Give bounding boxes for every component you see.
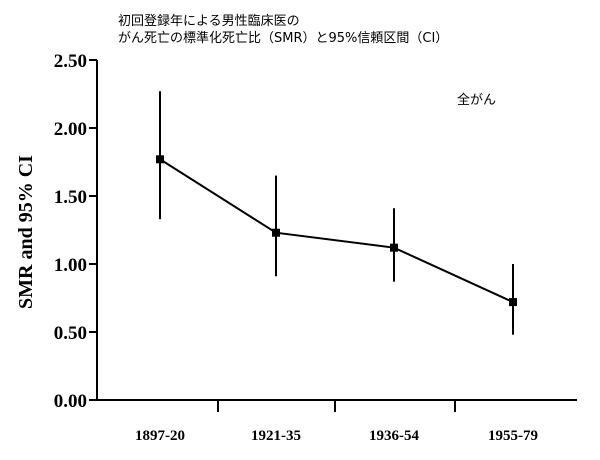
- smr-point: [509, 298, 517, 307]
- chart-title: 初回登録年による男性臨床医の がん死亡の標準化死亡比（SMR）と95%信頼区間（…: [118, 14, 448, 46]
- y-tick-label: 1.00: [54, 255, 87, 276]
- x-category-label: 1936-54: [369, 428, 419, 444]
- x-category-label: 1955-79: [488, 428, 538, 444]
- smr-point: [390, 243, 398, 252]
- y-axis-ticks: 0.00 0.50 1.00 1.50 2.00 2.50: [54, 51, 97, 412]
- y-axis-title: SMR and 95% CI: [15, 155, 37, 309]
- x-category-label: 1921-35: [251, 428, 301, 444]
- chart-title-line-1: 初回登録年による男性臨床医の: [118, 14, 300, 29]
- y-tick-label: 2.50: [54, 51, 87, 72]
- y-tick-label: 0.00: [54, 391, 87, 412]
- axes: [96, 60, 577, 401]
- series-line: [159, 158, 514, 303]
- error-bars: [159, 91, 514, 335]
- y-tick-label: 2.00: [54, 119, 87, 140]
- smr-point: [156, 155, 164, 164]
- x-category-label: 1897-20: [135, 428, 185, 444]
- cancer-type-annotation: 全がん: [457, 92, 496, 108]
- smr-line: [159, 158, 514, 303]
- smr-point: [272, 228, 280, 237]
- y-tick-label: 0.50: [54, 323, 87, 344]
- y-tick-label: 1.50: [54, 187, 87, 208]
- chart-title-line-2: がん死亡の標準化死亡比（SMR）と95%信頼区間（CI）: [118, 30, 448, 46]
- x-axis-ticks: 1897-20 1921-35 1936-54 1955-79: [135, 400, 538, 444]
- data-points: [156, 155, 517, 307]
